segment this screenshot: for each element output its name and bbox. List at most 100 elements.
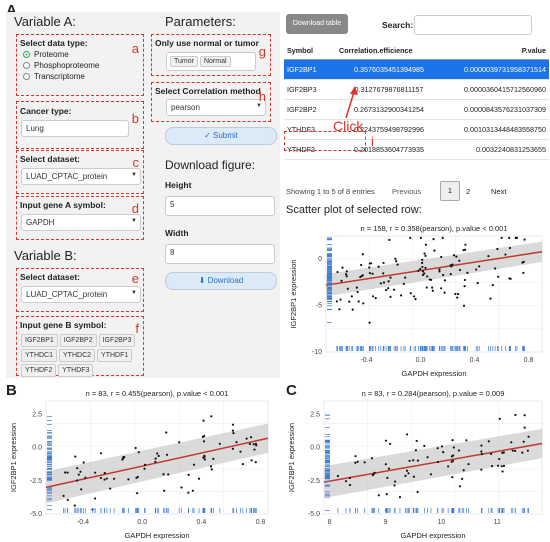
col-header-correlation[interactable]: Correlation.efficience [336, 42, 442, 60]
page-2-button[interactable]: 2 [466, 187, 471, 196]
data-point [187, 491, 190, 494]
search-label: Search: [382, 20, 414, 30]
table-row[interactable]: YTHDF3 0.2243759498792996 0.00103134484835… [284, 119, 549, 140]
radio-option-transcriptome[interactable]: Transcriptome [23, 72, 143, 81]
x-axis-label: GAPDH expression [124, 531, 189, 540]
dataset-a-value: LUAD_CPTAC_protein [26, 172, 108, 181]
data-point [356, 290, 359, 294]
data-point [438, 268, 441, 271]
data-point [467, 462, 470, 466]
data-point [489, 297, 492, 300]
normal-tumor-select[interactable]: Tumor Normal [166, 52, 256, 71]
page-1-button[interactable]: 1 [440, 181, 460, 201]
table-row[interactable]: IGF2BP3 0.3127679876811157 0.0000360415712… [284, 79, 549, 100]
data-point [245, 437, 248, 440]
click-arrow-icon [345, 86, 358, 119]
data-point [339, 298, 342, 301]
radio-dot[interactable] [23, 62, 30, 69]
data-point [202, 440, 206, 443]
cancer-type-input[interactable]: Lung [21, 120, 129, 137]
data-point [414, 298, 417, 301]
data-point [191, 489, 194, 492]
col-header-symbol[interactable]: Symbol [284, 42, 336, 60]
data-point [498, 417, 501, 420]
method-select[interactable]: pearson ▼ [166, 99, 266, 116]
data-point [398, 495, 402, 499]
dataset-b-box: Select dataset: LUAD_CPTAC_protein ▼ e [16, 268, 144, 312]
data-point [394, 257, 397, 260]
gene-tag[interactable]: IGF2BP3 [98, 334, 136, 347]
data-point [440, 255, 443, 259]
data-point [235, 441, 238, 444]
table-row[interactable]: IGF2BP2 0.2673132900341254 0.0000843576231… [284, 99, 549, 120]
regression-line [325, 251, 543, 286]
prev-page-link[interactable]: Previous [392, 187, 422, 196]
width-input[interactable]: 8 [165, 244, 275, 264]
data-point [362, 302, 365, 305]
tag-tumor[interactable]: Tumor [170, 56, 198, 67]
table-row[interactable]: YTHDF2 0.2018853604773935 0.00322408312536… [284, 139, 549, 160]
data-point [82, 461, 85, 464]
variable-a-title: Variable A: [14, 14, 76, 29]
data-point [64, 471, 67, 474]
radio-option-phosphoproteome[interactable]: Phosphoproteome [23, 61, 143, 70]
data-point [504, 253, 507, 256]
data-point [522, 260, 525, 263]
gene-tag[interactable]: YTHDF1 [97, 349, 133, 362]
dataset-b-select[interactable]: LUAD_CPTAC_protein ▼ [21, 286, 141, 303]
radio-dot[interactable] [23, 51, 30, 58]
data-point [392, 288, 396, 291]
data-point [361, 274, 364, 277]
gene-tag[interactable]: YTHDF2 [21, 364, 57, 377]
data-point [373, 471, 376, 474]
data-point [255, 444, 258, 447]
gene-b-box: Input gene B symbol: IGF2BP1 IGF2BP2 IGF2B… [16, 316, 144, 378]
data-point [389, 276, 392, 279]
data-point [66, 471, 69, 474]
data-point [433, 249, 436, 252]
tag-normal[interactable]: Normal [199, 56, 231, 67]
gene-tag[interactable]: YTHDF3 [58, 364, 94, 377]
table-row[interactable]: IGF2BP1 0.3576035451394985 0.0000039731958… [284, 59, 549, 80]
data-point [458, 259, 461, 262]
data-point [137, 451, 140, 454]
data-point [414, 449, 418, 452]
gene-tag[interactable]: IGF2BP1 [21, 334, 58, 347]
radio-dot[interactable] [23, 73, 30, 80]
data-point [136, 475, 139, 479]
data-point [511, 449, 514, 452]
cell-correlation: 0.3127679876811157 [336, 79, 442, 100]
data-point [384, 439, 388, 442]
data-point [187, 473, 190, 476]
dataset-a-select[interactable]: LUAD_CPTAC_protein ▼ [21, 168, 141, 185]
data-point [231, 447, 235, 450]
cell-symbol: IGF2BP3 [284, 79, 336, 100]
y-tick-label: -5 [316, 303, 322, 310]
data-point [143, 467, 146, 470]
download-button[interactable]: ⬇ Download [165, 272, 277, 290]
gene-b-tags[interactable]: IGF2BP1 IGF2BP2 IGF2BP3YTHDC1 YTHDC2 YTHDF1Y… [20, 333, 140, 378]
figure-label-c: C [286, 382, 297, 399]
next-page-link[interactable]: Next [491, 187, 507, 196]
normal-tumor-label: Only use normal or tumor [155, 38, 259, 48]
dataset-a-label: Select dataset: [20, 154, 80, 164]
search-input[interactable] [414, 15, 532, 35]
gene-tag[interactable]: YTHDC2 [59, 349, 96, 362]
data-point [241, 463, 244, 466]
data-point [203, 458, 206, 461]
x-tick-label: 0.4 [470, 357, 480, 364]
radio-option-proteome[interactable]: Proteome [23, 50, 143, 59]
data-point [167, 473, 170, 476]
gene-tag[interactable]: YTHDC1 [21, 349, 58, 362]
gene-tag[interactable]: IGF2BP2 [59, 334, 97, 347]
download-table-button[interactable]: Download table [286, 14, 348, 34]
data-point [438, 270, 441, 273]
gene-a-select[interactable]: GAPDH ▼ [21, 214, 141, 231]
data-point [424, 266, 427, 269]
data-point [99, 476, 103, 480]
data-point [497, 275, 500, 278]
height-input[interactable]: 5 [165, 196, 275, 216]
submit-button[interactable]: ✓ Submit [165, 127, 277, 145]
data-point [249, 436, 253, 439]
col-header-pvalue[interactable]: P.value [442, 42, 549, 60]
